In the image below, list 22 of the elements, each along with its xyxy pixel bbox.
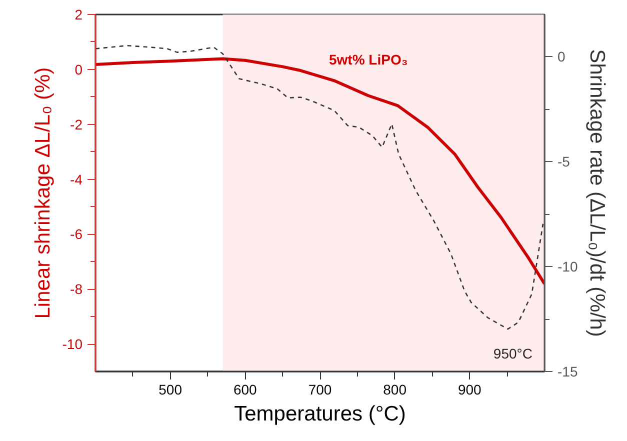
y-tick-label: -6: [70, 226, 83, 242]
y2-tick-label: -15: [558, 364, 578, 380]
annotation: 950°C: [493, 346, 533, 362]
x-tick-label: 500: [158, 382, 182, 398]
y2-tick-label: -5: [558, 154, 570, 170]
x-tick-label: 700: [308, 382, 332, 398]
y2-tick-label: 0: [558, 48, 566, 64]
line-series: [96, 44, 544, 330]
y-tick-label: 0: [74, 61, 83, 78]
series-label: 5wt% LiPO₃: [329, 52, 408, 68]
x-tick-label: 900: [458, 382, 482, 398]
x-tick-label: 800: [383, 382, 407, 398]
y-tick-label: -4: [70, 171, 83, 188]
x-axis-title: Temperatures (°C): [234, 402, 406, 426]
y-tick-label: 2: [74, 6, 83, 22]
y-tick-label: -2: [70, 116, 83, 132]
y2-tick-label: -10: [558, 258, 578, 274]
y-axis-title: Linear shrinkage ΔL/L₀ (%): [31, 67, 54, 319]
y-tick-label: -8: [70, 281, 83, 298]
y-tick-label: -10: [62, 336, 83, 352]
y2-axis-title: Shrinkage rate (ΔL/L₀)/dt (%/h): [586, 49, 609, 337]
x-tick-label: 600: [233, 382, 258, 398]
